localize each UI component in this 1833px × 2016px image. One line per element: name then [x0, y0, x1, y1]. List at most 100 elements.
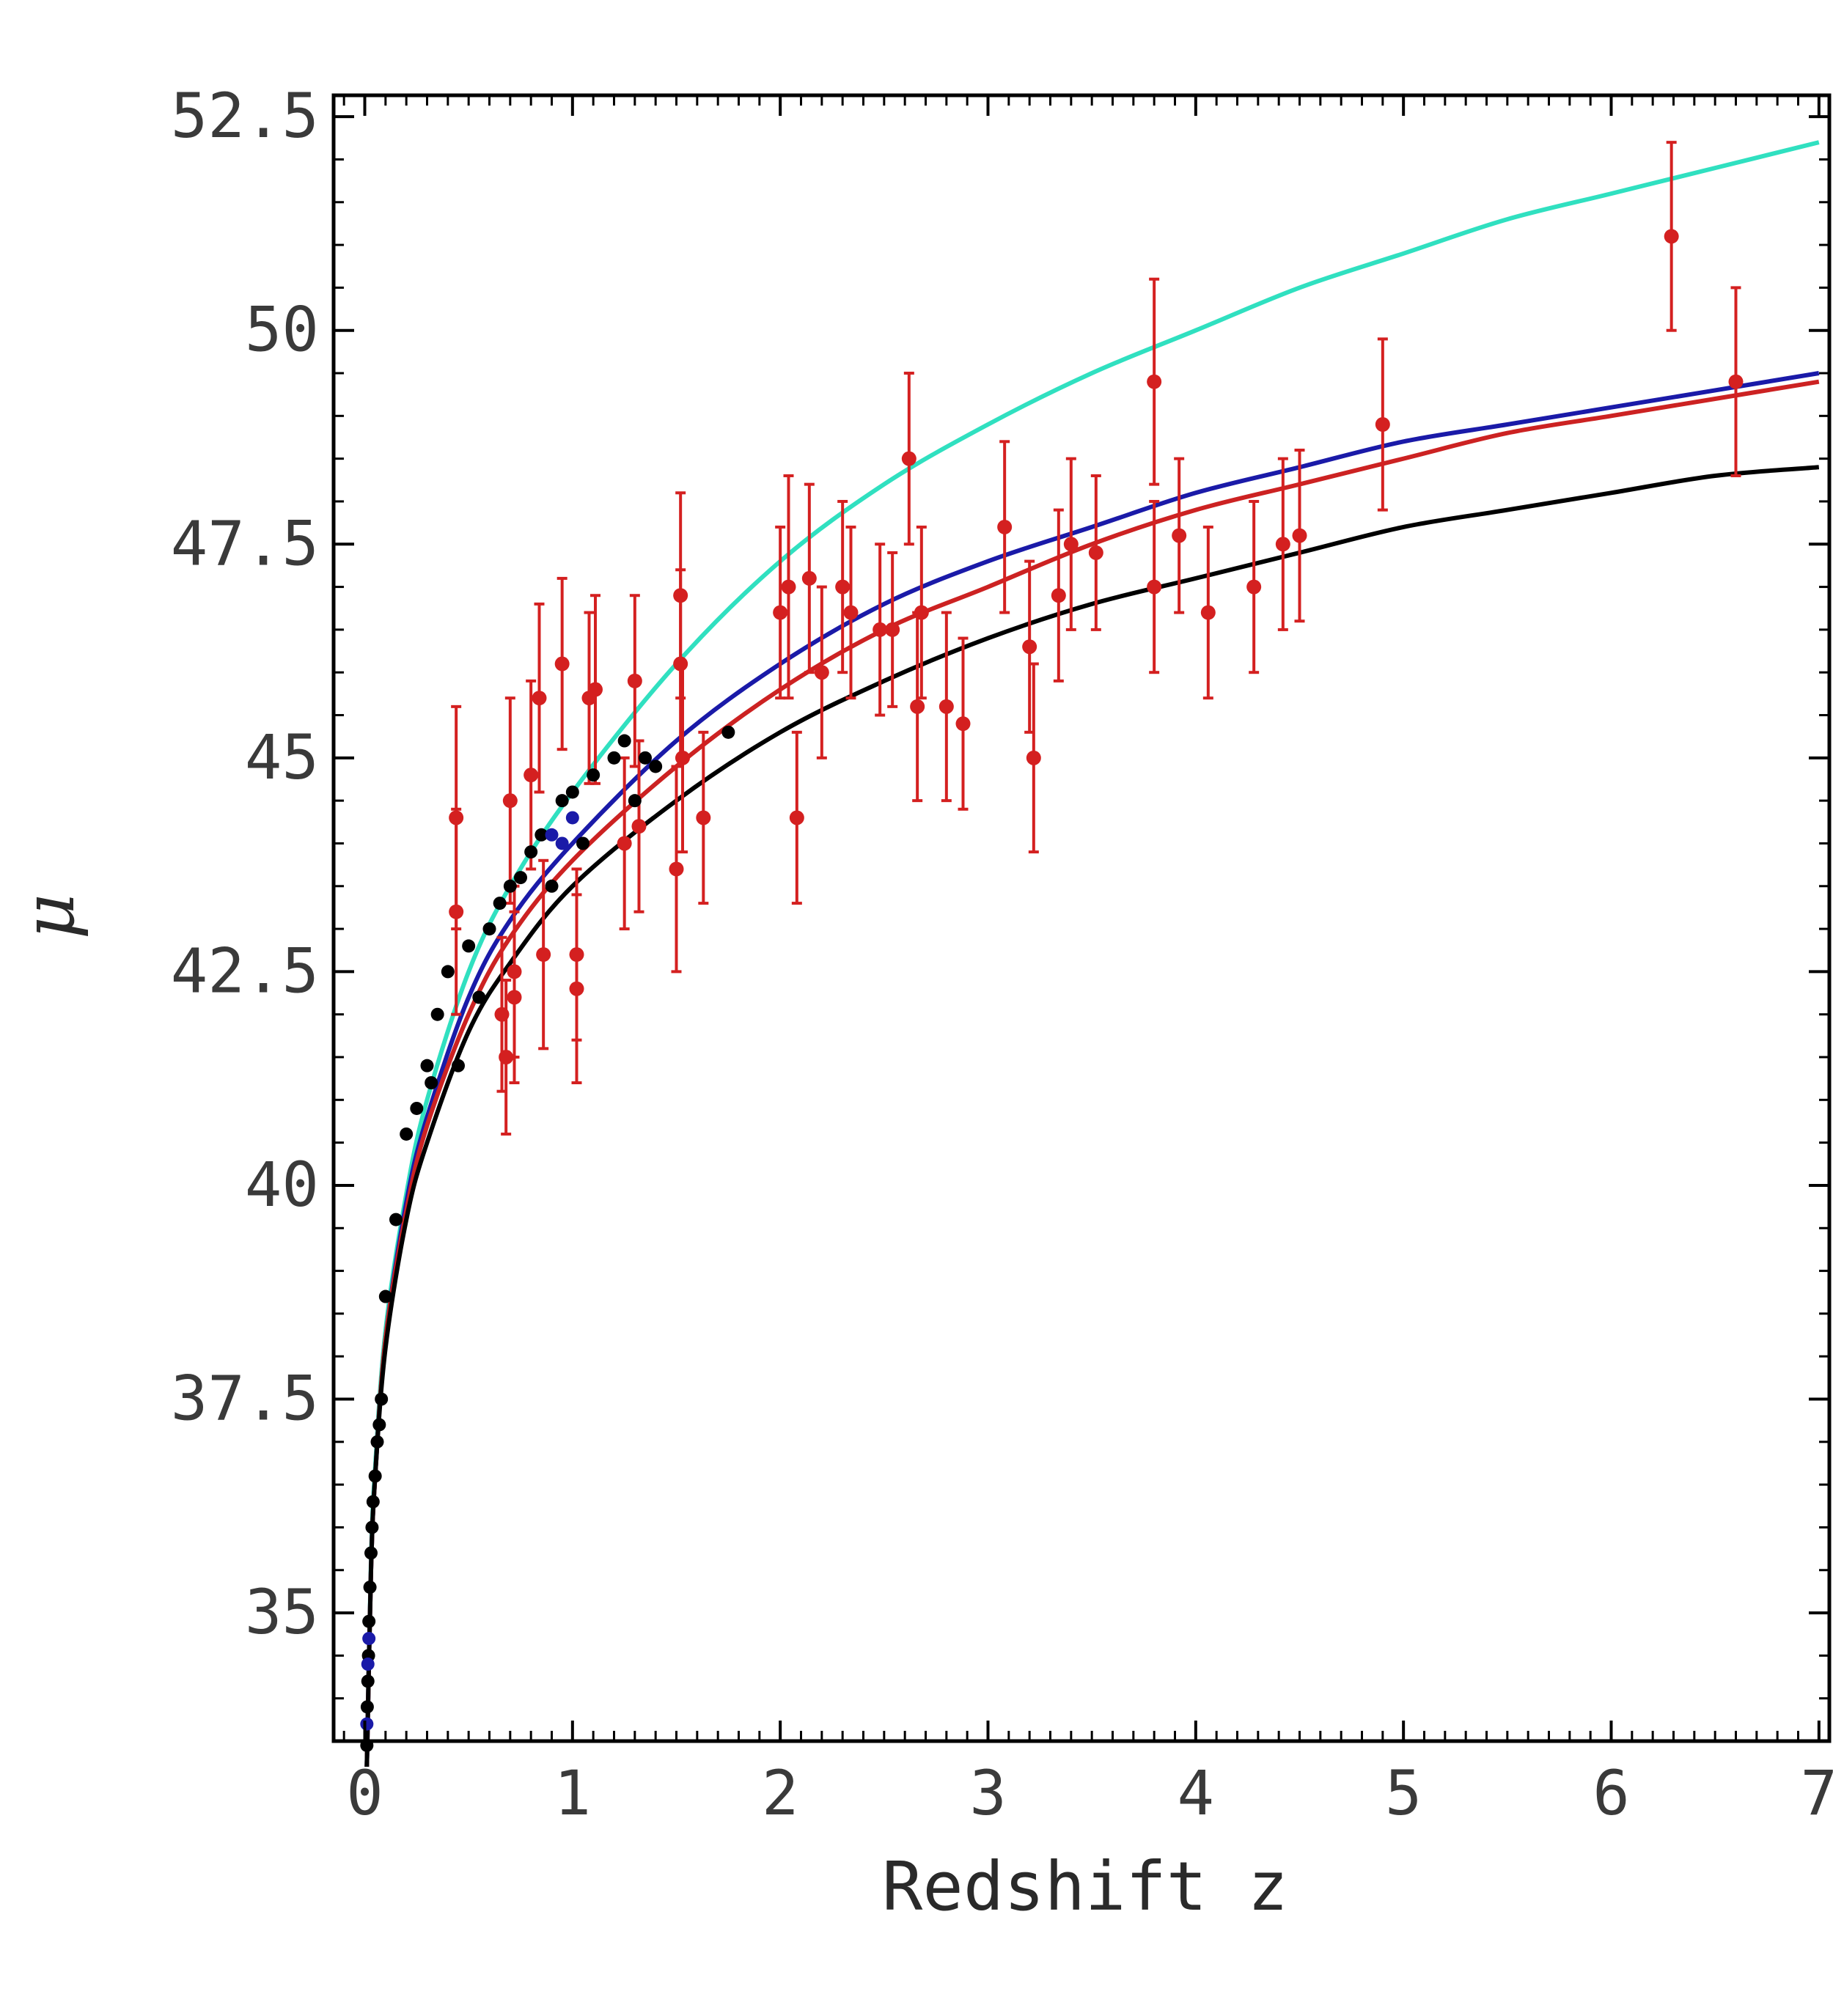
data-point: [400, 1127, 414, 1141]
x-tick-labels: 0 1 2 3 4 5 6 7: [346, 1757, 1833, 1829]
data-point: [366, 1495, 380, 1509]
data-point: [360, 1717, 374, 1731]
data-point: [362, 1632, 376, 1646]
data-point: [1172, 528, 1187, 543]
data-point: [365, 1520, 379, 1534]
data-point: [364, 1546, 378, 1560]
data-point: [1147, 374, 1162, 389]
data-point: [555, 836, 569, 850]
data-point: [499, 1050, 514, 1065]
x-tick-label: 4: [1178, 1757, 1215, 1829]
data-point: [1051, 588, 1066, 603]
y-tick-label: 47.5: [171, 507, 319, 579]
data-point: [368, 1469, 382, 1483]
data-point: [997, 519, 1013, 534]
data-point: [675, 750, 690, 765]
data-point: [835, 579, 851, 595]
data-point: [493, 897, 507, 910]
data-point: [503, 879, 517, 893]
data-point: [617, 734, 631, 748]
data-point: [565, 811, 579, 825]
x-tick-label: 2: [762, 1757, 799, 1829]
y-tick-label: 52.5: [171, 80, 319, 152]
data-point: [452, 1059, 465, 1073]
data-point: [1063, 537, 1079, 552]
y-tick-labels: 35 37.5 40 42.5 45 47.5 50 52.5: [171, 80, 319, 1648]
data-point: [576, 836, 589, 850]
data-point: [441, 965, 455, 979]
data-point: [607, 751, 621, 765]
data-point: [1728, 374, 1744, 389]
data-point: [721, 725, 735, 739]
data-point: [1147, 579, 1162, 595]
data-point: [545, 879, 559, 893]
data-point: [669, 861, 684, 877]
data-point: [524, 845, 538, 859]
data-point: [565, 785, 579, 799]
data-point: [649, 759, 663, 773]
data-point: [361, 1674, 375, 1688]
data-point: [773, 605, 788, 620]
data-point: [536, 947, 551, 963]
model-curve-4: [364, 465, 1820, 1767]
data-point: [514, 871, 527, 885]
data-point: [372, 1418, 386, 1432]
data-point: [789, 810, 804, 825]
data-point: [801, 570, 817, 586]
data-point: [1375, 417, 1390, 432]
data-point: [627, 673, 642, 688]
x-tick-label: 6: [1593, 1757, 1630, 1829]
data-point: [420, 1059, 434, 1073]
y-tick-label: 37.5: [171, 1363, 319, 1435]
data-point: [569, 947, 584, 963]
x-tick-label: 0: [346, 1757, 383, 1829]
data-point: [362, 1614, 376, 1628]
data-point: [1246, 579, 1262, 595]
data-point: [587, 768, 600, 782]
data-point: [914, 605, 929, 620]
data-point: [1292, 528, 1307, 543]
x-tick-label: 3: [969, 1757, 1007, 1829]
data-point: [360, 1700, 374, 1714]
model-curve-2: [364, 371, 1820, 1767]
y-tick-label: 45: [245, 721, 319, 793]
data-point: [1088, 545, 1103, 560]
data-point: [910, 699, 925, 714]
data-point: [449, 904, 464, 919]
data-point: [1664, 229, 1679, 244]
data-point: [389, 1213, 403, 1226]
data-point: [631, 819, 647, 834]
y-axis-label: μ: [8, 894, 90, 939]
data-point: [410, 1101, 424, 1115]
axis-ticks: [334, 95, 1829, 1741]
data-point: [524, 768, 539, 783]
data-point: [554, 656, 570, 672]
y-tick-label: 50: [245, 294, 319, 366]
data-point: [555, 794, 569, 808]
data-point: [1026, 750, 1041, 765]
data-point: [532, 691, 547, 706]
data-points: [360, 141, 1744, 1752]
data-point: [1200, 605, 1216, 620]
plot-frame: [331, 93, 1832, 1743]
data-point: [955, 716, 971, 732]
y-tick-label: 42.5: [171, 935, 319, 1007]
data-point: [507, 990, 522, 1005]
data-point: [375, 1392, 389, 1406]
data-point: [814, 665, 829, 680]
data-point: [535, 828, 548, 842]
data-point: [588, 682, 603, 697]
data-point: [363, 1581, 377, 1594]
data-point: [462, 939, 476, 953]
y-tick-label: 40: [245, 1149, 319, 1221]
x-tick-label: 7: [1801, 1757, 1833, 1829]
model-curve-1: [364, 140, 1820, 1767]
data-point: [370, 1435, 384, 1449]
data-point: [378, 1290, 392, 1303]
data-point: [781, 579, 796, 595]
data-point: [617, 836, 632, 851]
data-point: [545, 828, 559, 842]
data-point: [472, 990, 486, 1004]
data-point: [1275, 537, 1290, 552]
